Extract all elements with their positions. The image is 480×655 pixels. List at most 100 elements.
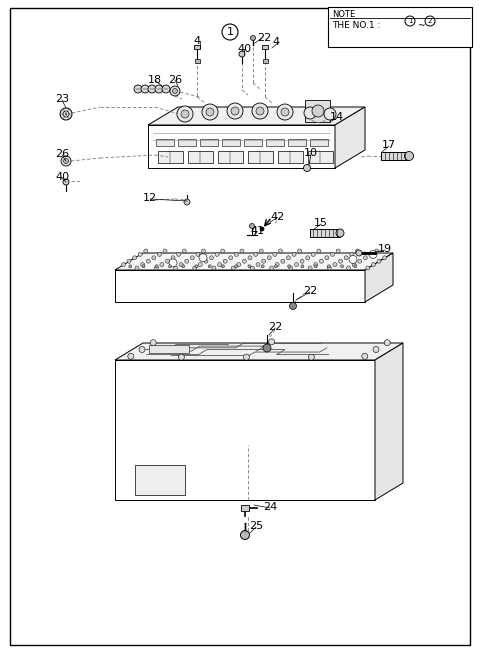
Bar <box>241 505 249 511</box>
Bar <box>244 139 262 146</box>
Circle shape <box>185 259 189 263</box>
Text: 10: 10 <box>304 148 318 158</box>
Circle shape <box>369 252 373 256</box>
Circle shape <box>160 263 164 267</box>
Circle shape <box>262 259 265 263</box>
Circle shape <box>287 256 290 260</box>
Circle shape <box>314 265 317 268</box>
Circle shape <box>308 266 312 270</box>
Circle shape <box>63 159 69 164</box>
Circle shape <box>253 252 258 256</box>
Bar <box>328 7 472 47</box>
Circle shape <box>306 256 310 260</box>
Polygon shape <box>375 343 403 500</box>
Circle shape <box>215 252 219 256</box>
Circle shape <box>363 256 367 260</box>
Circle shape <box>384 340 390 346</box>
Circle shape <box>303 164 311 172</box>
Circle shape <box>347 266 350 270</box>
Circle shape <box>405 151 413 160</box>
Circle shape <box>223 259 227 263</box>
Circle shape <box>144 249 148 253</box>
Circle shape <box>182 265 185 268</box>
Circle shape <box>63 179 69 185</box>
Circle shape <box>366 266 370 270</box>
Circle shape <box>242 259 246 263</box>
Circle shape <box>338 259 343 263</box>
Circle shape <box>263 344 271 352</box>
Circle shape <box>202 249 205 253</box>
Circle shape <box>269 339 275 345</box>
Circle shape <box>152 256 156 260</box>
Bar <box>194 45 200 49</box>
Circle shape <box>374 249 379 253</box>
Bar <box>266 139 284 146</box>
Circle shape <box>234 252 239 256</box>
Circle shape <box>229 256 233 260</box>
Polygon shape <box>335 107 365 168</box>
Text: 24: 24 <box>263 502 277 512</box>
Circle shape <box>63 111 69 117</box>
Circle shape <box>177 252 180 256</box>
Circle shape <box>250 223 254 229</box>
Circle shape <box>162 85 170 93</box>
Circle shape <box>141 85 149 93</box>
Circle shape <box>273 252 277 256</box>
Circle shape <box>184 199 190 205</box>
Polygon shape <box>148 125 335 168</box>
Circle shape <box>304 107 316 119</box>
Circle shape <box>190 256 194 260</box>
Circle shape <box>150 340 156 346</box>
Bar <box>135 465 185 495</box>
Circle shape <box>355 249 360 253</box>
Circle shape <box>170 86 180 96</box>
Polygon shape <box>115 343 403 360</box>
Circle shape <box>240 531 250 540</box>
Circle shape <box>155 85 163 93</box>
Circle shape <box>121 263 125 267</box>
Circle shape <box>193 266 197 270</box>
Circle shape <box>179 354 184 360</box>
Text: 22: 22 <box>303 286 317 296</box>
Circle shape <box>319 259 324 263</box>
Circle shape <box>362 353 368 360</box>
Text: 42: 42 <box>270 212 284 222</box>
Bar <box>310 229 340 237</box>
Text: 40: 40 <box>55 172 69 182</box>
Bar <box>310 139 328 146</box>
Circle shape <box>127 259 131 263</box>
Circle shape <box>154 266 158 270</box>
Circle shape <box>212 266 216 270</box>
Circle shape <box>157 252 161 256</box>
Text: NOTE: NOTE <box>332 10 355 19</box>
Bar <box>278 151 303 163</box>
Circle shape <box>336 229 344 237</box>
Circle shape <box>172 88 178 94</box>
Circle shape <box>256 263 260 267</box>
Circle shape <box>206 108 214 116</box>
Circle shape <box>277 104 293 120</box>
Text: 15: 15 <box>314 218 328 228</box>
Text: 2: 2 <box>428 18 432 24</box>
Circle shape <box>166 259 169 263</box>
Bar <box>156 139 174 146</box>
Bar <box>194 59 200 63</box>
Circle shape <box>251 35 255 41</box>
Circle shape <box>260 227 264 231</box>
Circle shape <box>349 255 357 263</box>
Circle shape <box>169 259 177 267</box>
Circle shape <box>372 263 375 267</box>
Bar <box>178 139 196 146</box>
Circle shape <box>248 256 252 260</box>
Bar <box>305 100 330 122</box>
Text: 4: 4 <box>272 37 279 47</box>
Circle shape <box>301 265 304 268</box>
Circle shape <box>240 249 244 253</box>
Circle shape <box>60 108 72 120</box>
Circle shape <box>237 263 241 267</box>
Circle shape <box>173 266 178 270</box>
Circle shape <box>248 265 251 268</box>
Circle shape <box>336 249 340 253</box>
Bar <box>288 139 306 146</box>
Circle shape <box>325 256 329 260</box>
